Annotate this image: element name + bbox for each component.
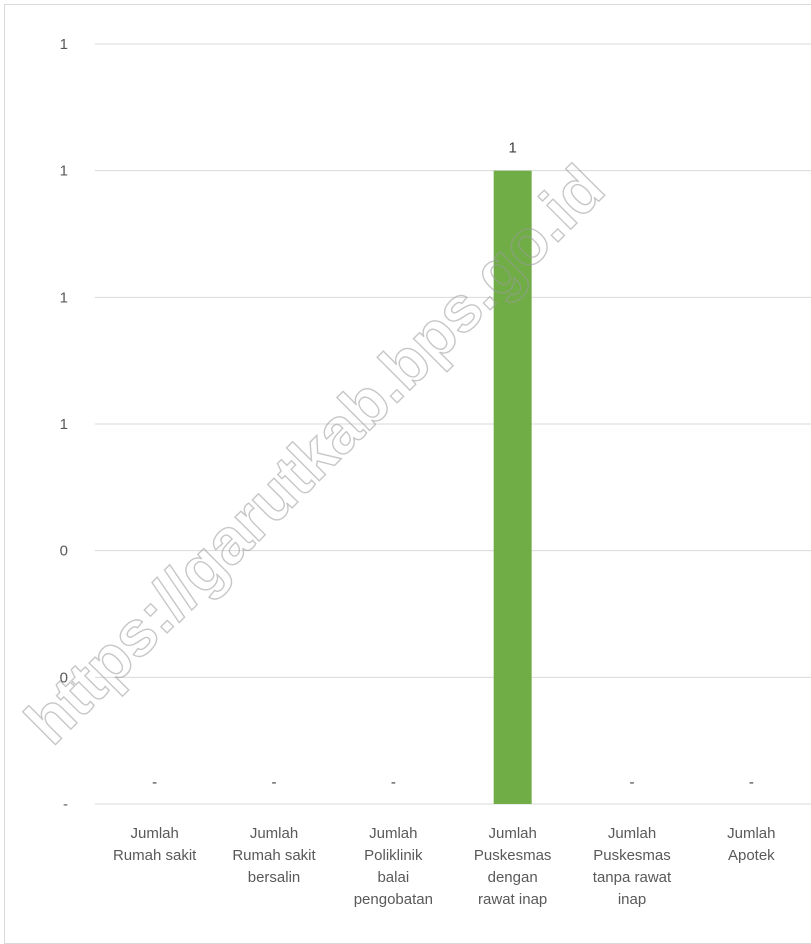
x-category-label: bersalin (248, 869, 301, 886)
y-tick-label: 1 (60, 36, 68, 53)
x-category-label: Puskesmas (474, 847, 552, 864)
x-category-label: Puskesmas (593, 847, 671, 864)
x-category-label: Jumlah (369, 825, 417, 842)
x-category-label: Rumah sakit (113, 847, 197, 864)
bars (493, 170, 532, 804)
x-axis-categories: Jumlah Rumah sakit Jumlah Rumah sakit bersal… (113, 825, 776, 908)
x-category-label: Jumlah (608, 825, 656, 842)
data-label: - (152, 774, 157, 791)
data-label: - (749, 774, 754, 791)
x-category-label: tanpa rawat (593, 869, 672, 886)
y-tick-label: 0 (60, 669, 68, 686)
data-label: 1 (508, 140, 516, 157)
data-label: - (272, 774, 277, 791)
y-tick-label: 1 (60, 163, 68, 180)
data-label: - (630, 774, 635, 791)
data-label: - (391, 774, 396, 791)
x-category-label: Jumlah (727, 825, 775, 842)
y-tick-label: 1 (60, 289, 68, 306)
y-tick-label: - (63, 796, 68, 813)
x-category-label: Jumlah (488, 825, 536, 842)
x-category-label: Jumlah (250, 825, 298, 842)
gridlines (95, 43, 811, 805)
x-category-label: dengan (488, 869, 538, 886)
x-category-label: pengobatan (354, 891, 433, 908)
x-category-label: Jumlah (130, 825, 178, 842)
y-tick-label: 1 (60, 416, 68, 433)
x-category-label: rawat inap (478, 891, 547, 908)
y-tick-label: 0 (60, 543, 68, 560)
x-category-label: Rumah sakit (232, 847, 316, 864)
data-labels: - - - 1 - - (152, 140, 754, 791)
y-axis-ticks: - 0 0 1 1 1 1 (60, 36, 68, 813)
bar (493, 170, 532, 804)
x-category-label: Poliklinik (364, 847, 423, 864)
x-category-label: Apotek (728, 847, 775, 864)
x-category-label: balai (377, 869, 409, 886)
x-category-label: inap (618, 891, 646, 908)
